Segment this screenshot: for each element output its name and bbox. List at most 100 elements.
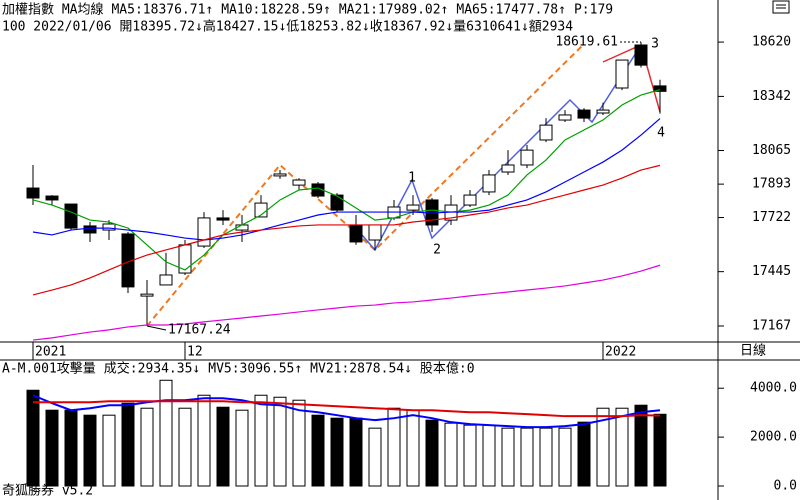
volume-bar	[140, 407, 154, 487]
annotation: 17167.24	[168, 323, 231, 338]
x-tick-label: 2021	[35, 345, 66, 360]
volume-bar	[501, 427, 515, 487]
volume-bar	[406, 409, 420, 487]
legend-entry: MA21:17989.02↑	[339, 3, 449, 18]
volume-bar	[26, 389, 40, 487]
candle-body	[406, 204, 420, 211]
volume-bar	[387, 407, 401, 487]
chart-title: 加權指數 MA均線	[2, 2, 103, 18]
candle-body	[558, 114, 572, 121]
window-button[interactable]	[772, 0, 790, 14]
volume-bar	[64, 409, 78, 487]
candle-body	[520, 149, 534, 166]
volume-bar	[235, 409, 249, 487]
candle-body	[197, 217, 211, 247]
annotation: 18619.61	[555, 35, 618, 50]
wave-line	[355, 44, 642, 252]
legend-extra: P:179	[574, 3, 613, 18]
candle-body	[178, 244, 192, 274]
header-row: 加權指數 MA均線 MA5:18376.71↑ MA10:18228.59↑ MA21…	[2, 2, 613, 18]
volume-bar	[45, 409, 59, 487]
candle-body	[482, 174, 496, 193]
y-tick-label: 18342	[752, 89, 791, 104]
legend-entry: MA10:18228.59↑	[221, 3, 331, 18]
candle-body	[140, 293, 154, 297]
legend-extra: 股本億:0	[420, 361, 475, 377]
volume-bar	[292, 399, 306, 487]
x-tick-label: 12	[187, 345, 203, 360]
candle-body	[64, 203, 78, 229]
volume-bar	[634, 404, 648, 487]
pointer-line	[146, 325, 167, 331]
candle-body	[577, 109, 591, 119]
volume-bar	[558, 427, 572, 487]
volume-bar	[273, 396, 287, 487]
volume-bar	[349, 417, 363, 487]
candle-body	[292, 179, 306, 186]
header-row: A-M.001攻擊量 成交:2934.35↓ MV5:3096.55↑ MV21:28…	[2, 361, 475, 377]
y-tick-label: 17722	[752, 210, 791, 225]
volume-bar	[615, 407, 629, 487]
annotation: 2	[433, 243, 441, 258]
volume-bar	[463, 424, 477, 487]
legend-entry: MV21:2878.54↓	[310, 362, 412, 377]
candle-body	[83, 225, 97, 234]
volume-bar	[216, 406, 230, 487]
candle-body	[368, 224, 382, 241]
y-tick-label: 17893	[752, 177, 791, 192]
candle-body	[349, 224, 363, 243]
y-tick-label: 0.0	[774, 479, 797, 494]
y-tick-label: 17445	[752, 264, 791, 279]
volume-bar	[121, 402, 135, 487]
ma-line	[32, 164, 661, 296]
candle-body	[501, 164, 515, 173]
period-label: 日線	[740, 343, 766, 359]
candle-body	[102, 223, 116, 231]
legend-entry: MA5:18376.71↑	[111, 3, 213, 18]
annotation: 1	[408, 171, 416, 186]
volume-bar	[577, 421, 591, 487]
volume-bar	[178, 407, 192, 487]
volume-bar	[254, 394, 268, 487]
volume-bar	[197, 394, 211, 487]
volume-bar	[444, 422, 458, 487]
candle-body	[653, 85, 667, 92]
legend-entry: MA65:17477.78↑	[456, 3, 566, 18]
volume-bar	[311, 414, 325, 487]
y-tick-label: 17167	[752, 318, 791, 333]
y-tick-label: 4000.0	[750, 381, 797, 396]
candle-body	[121, 233, 135, 288]
volume-bar	[596, 407, 610, 487]
y-tick-label: 2000.0	[750, 430, 797, 445]
mv-line	[33, 400, 661, 418]
candle-body	[539, 124, 553, 141]
annotation: 4	[657, 126, 665, 141]
volume-bar	[482, 424, 496, 487]
candle-body	[216, 217, 230, 221]
volume-bar	[539, 427, 553, 487]
ma-line	[32, 89, 661, 271]
volume-bar	[425, 419, 439, 487]
panel-title: A-M.001攻擊量	[2, 361, 96, 377]
candle-body	[26, 187, 40, 199]
volume-bar	[159, 379, 173, 487]
mv-line	[32, 394, 661, 429]
volume-bar	[330, 417, 344, 487]
legend-entry: MV5:3096.55↑	[208, 362, 302, 377]
volume-bar	[368, 427, 382, 487]
ma-line	[32, 118, 661, 241]
volume-bar	[102, 414, 116, 487]
candle-body	[45, 195, 59, 201]
x-tick-label: 2022	[605, 345, 636, 360]
y-tick-label: 18065	[752, 143, 791, 158]
candle-body	[330, 194, 344, 211]
candle-body	[273, 173, 287, 177]
annotation: 3	[651, 37, 659, 52]
candle-body	[634, 44, 648, 66]
quote-info: 100 2022/01/06 開18395.72↓高18427.15↓低1825…	[2, 19, 573, 35]
volume-bar	[83, 414, 97, 487]
candle-body	[596, 109, 610, 114]
volume-bar	[520, 427, 534, 487]
candle-body	[463, 194, 477, 206]
